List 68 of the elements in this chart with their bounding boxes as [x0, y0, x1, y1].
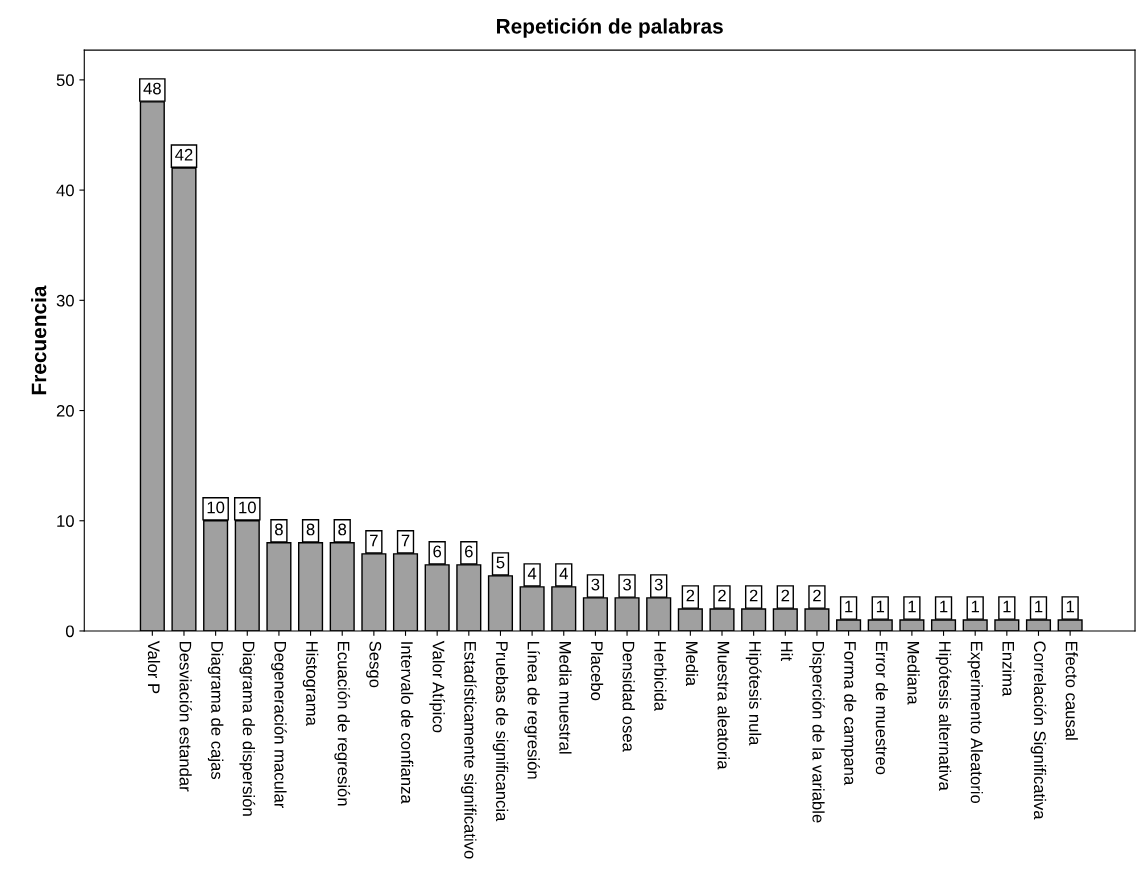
data-label: 10: [207, 501, 225, 514]
x-tick-label: Valor P: [147, 640, 161, 694]
x-tick-label: Media: [685, 642, 699, 687]
data-label: 8: [275, 523, 283, 536]
x-tick-label: Diagrama de cajas: [207, 642, 224, 780]
data-label: 2: [718, 589, 726, 602]
data-label: 1: [876, 600, 885, 613]
x-tick-label: Sesgo: [366, 641, 382, 688]
y-axis-title: Frecuencia: [31, 285, 47, 395]
x-tick-label: Efecto causal: [1065, 642, 1078, 740]
data-label: 2: [749, 589, 758, 602]
x-tick-label: Error de muestreo: [875, 642, 889, 775]
data-label: 3: [591, 578, 600, 591]
data-label: 2: [813, 589, 821, 602]
x-tick-label: Línea de regresión: [524, 642, 540, 779]
y-tick-label: 20: [56, 404, 74, 417]
chart-title: Repetición de palabras: [497, 18, 723, 38]
data-label: 1: [1035, 600, 1043, 613]
data-label: 4: [527, 567, 537, 580]
x-tick-label: Muestra aleatoria: [717, 642, 730, 770]
data-label: 7: [401, 534, 410, 547]
data-label: 3: [654, 578, 663, 591]
x-tick-label: Pruebas de significancia: [492, 642, 509, 822]
data-label: 42: [175, 148, 193, 161]
data-label: 10: [239, 501, 256, 514]
data-label: 6: [465, 545, 473, 558]
y-tick-label: 30: [56, 294, 74, 307]
x-tick-label: Correlación Significativa: [1030, 641, 1047, 820]
x-tick-label: Disperción de la variable: [809, 642, 825, 823]
x-tick-label: Mediana: [907, 642, 920, 705]
x-tick-label: Media muestral: [559, 642, 572, 754]
data-label: 1: [940, 600, 948, 613]
data-label: 1: [971, 600, 980, 613]
x-tick-label: Hit: [780, 642, 794, 661]
data-label: 1: [1066, 600, 1074, 613]
y-tick-label: 40: [56, 184, 74, 197]
data-label: 7: [370, 534, 378, 547]
data-label: 5: [496, 556, 505, 569]
x-tick-label: Forma de campana: [840, 642, 857, 786]
x-tick-label: Histograma: [302, 642, 319, 726]
x-tick-label: Diagrama de dispersión: [239, 642, 256, 816]
y-tick-label: 10: [57, 515, 74, 527]
data-label: 6: [433, 545, 442, 558]
data-label: 48: [143, 82, 161, 95]
data-label: 3: [623, 578, 631, 591]
x-tick-label: Densidad osea: [622, 642, 635, 752]
x-tick-label: Hipótesis nula: [745, 642, 762, 746]
data-label: 1: [845, 600, 853, 613]
data-label: 1: [1003, 600, 1011, 613]
data-label: 8: [306, 523, 315, 536]
x-tick-label: Degeneración macular: [271, 642, 287, 809]
x-tick-label: Placebo: [590, 642, 604, 701]
x-tick-label: Experimento Aleatorio: [967, 642, 983, 804]
x-tick-label: Estadísticamente significativo: [460, 642, 477, 859]
x-tick-label: Intervalo de confianza: [401, 642, 414, 804]
x-tick-label: Herbicida: [654, 642, 667, 712]
data-label: 1: [908, 600, 916, 613]
data-label: 2: [686, 589, 695, 602]
x-tick-label: Ecuación de regresión: [334, 642, 351, 806]
data-label: 4: [559, 567, 568, 580]
x-tick-label: Hipótesis alternativa: [935, 642, 952, 791]
x-tick-label: Valor Atípico: [429, 640, 446, 733]
data-label: 8: [338, 523, 347, 536]
x-tick-label: Enzima: [1002, 642, 1015, 697]
x-tick-label: Desviación estandar: [179, 642, 192, 792]
data-label: 2: [781, 589, 790, 602]
y-tick-label: 0: [65, 625, 74, 638]
y-tick-label: 50: [56, 74, 74, 87]
